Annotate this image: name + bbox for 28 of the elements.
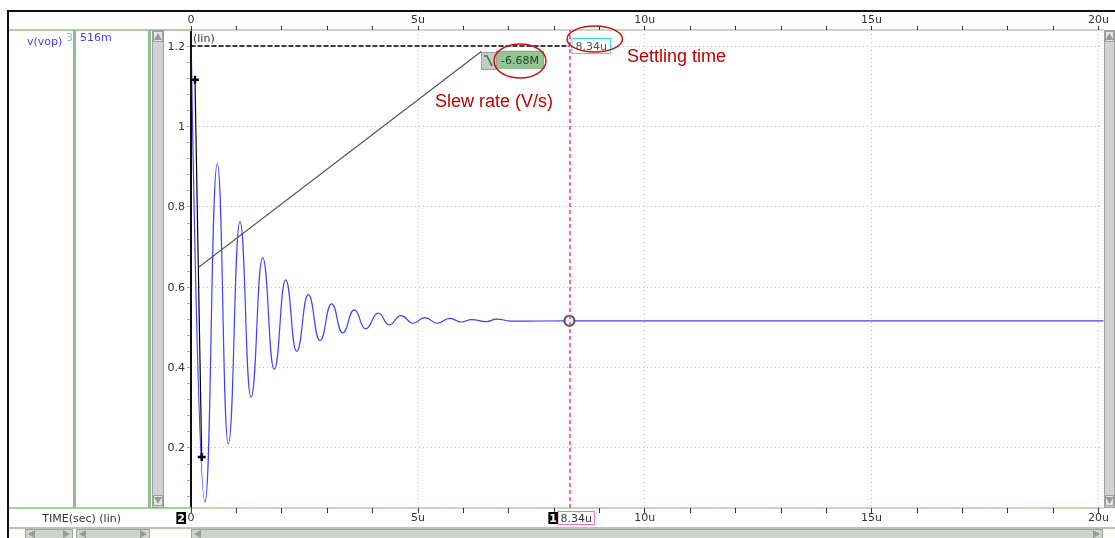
annotation: Settling time: [627, 46, 727, 66]
y-axis-title: (lin): [193, 32, 215, 45]
x-tick-label: 10u: [634, 511, 656, 524]
text: 2: [177, 511, 185, 525]
x2-tick-label: 15u: [861, 13, 883, 26]
annotation: Slew rate (V/s): [435, 91, 554, 111]
text: v(vop): [27, 35, 63, 48]
text: 1: [549, 511, 557, 525]
y-tick-label: 0.6: [167, 280, 185, 294]
ref-line-label: 8.34u: [560, 511, 592, 525]
x-tick-label: 15u: [861, 511, 883, 524]
x-tick-label: 0: [187, 511, 195, 524]
x2-tick-label: 0: [187, 13, 195, 26]
x-tick-label: 5u: [410, 511, 425, 524]
y-tick-label: 1.2: [167, 39, 185, 53]
y-tick-label: 0.4: [167, 360, 185, 374]
text: 3: [66, 30, 73, 44]
y-tick-label: 0.8: [167, 200, 185, 214]
x2-tick-label: 20u: [1087, 13, 1109, 26]
x2-tick-label: 5u: [410, 13, 425, 26]
y-tick-label: 0.2: [167, 441, 185, 455]
annotation: -6.68M: [500, 53, 539, 67]
annotation: 8.34u: [575, 39, 607, 53]
x2-tick-label: 10u: [634, 13, 656, 26]
x-axis-title: TIME(sec) (lin): [41, 512, 121, 525]
x-tick-label: 20u: [1087, 511, 1109, 524]
y-tick-label: 1: [178, 119, 185, 133]
text: 516m: [80, 30, 112, 44]
